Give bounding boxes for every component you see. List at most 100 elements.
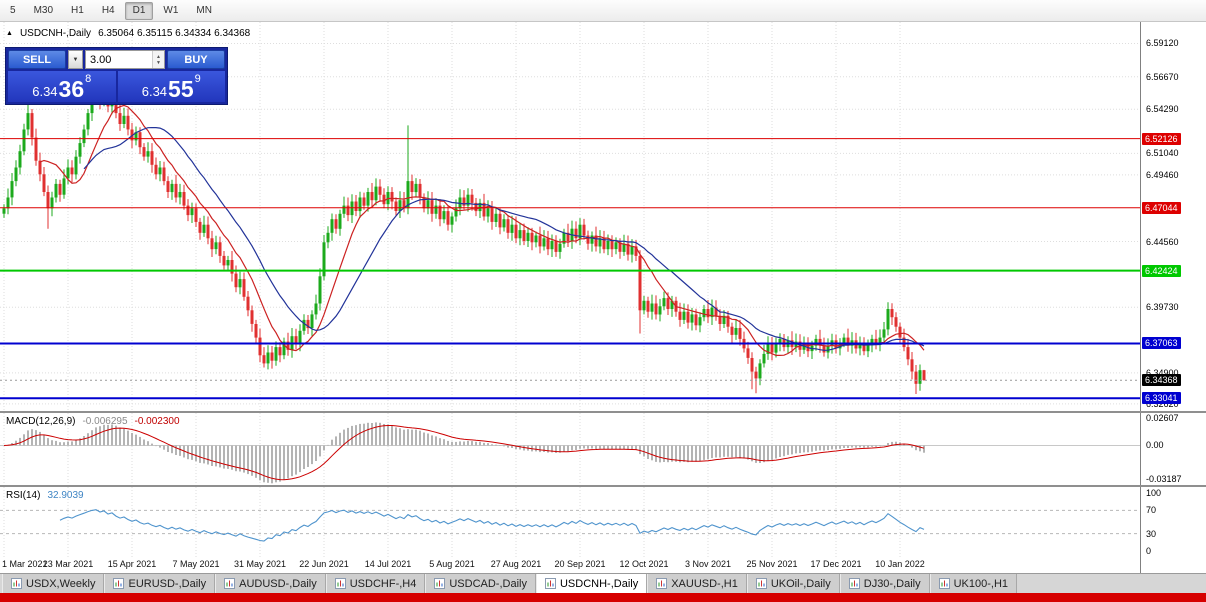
price-tick: 6.39730 bbox=[1146, 302, 1179, 313]
time-label: 14 Jul 2021 bbox=[364, 559, 412, 569]
rsi-label: RSI(14) 32.9039 bbox=[6, 490, 84, 501]
spin-up-icon[interactable]: ▲ bbox=[156, 53, 161, 60]
time-label: 27 Aug 2021 bbox=[490, 559, 542, 569]
chart-icon bbox=[334, 578, 346, 589]
macd-signal-value: -0.002300 bbox=[134, 416, 180, 427]
price-tick: 6.54290 bbox=[1146, 104, 1179, 115]
chart-icon bbox=[11, 578, 22, 589]
timeframe-button-mn[interactable]: MN bbox=[196, 4, 212, 16]
chart-icon bbox=[848, 578, 860, 589]
macd-tick: 0.00 bbox=[1146, 440, 1164, 451]
volume-spinner[interactable]: ▲ ▼ bbox=[152, 51, 164, 68]
macd-axis[interactable]: 0.02607 0.00 -0.03187 bbox=[1140, 413, 1206, 485]
chart-tab-label: UK100-,H1 bbox=[953, 577, 1009, 590]
timeframe-button-h1[interactable]: H1 bbox=[71, 4, 84, 16]
chart-tab-eurusd-daily[interactable]: EURUSD-,Daily bbox=[104, 574, 216, 593]
time-label: 12 Oct 2021 bbox=[619, 559, 669, 569]
chart-tab-label: USDCAD-,Daily bbox=[449, 577, 527, 590]
price-level-badge: 6.47044 bbox=[1142, 201, 1181, 214]
price-axis[interactable]: 6.59120 6.56670 6.54290 6.51040 6.49460 6.445… bbox=[1140, 22, 1206, 411]
price-tick: 6.51040 bbox=[1146, 148, 1179, 159]
panel-splitter[interactable] bbox=[0, 411, 1206, 413]
bid-price-badge: 6.34368 bbox=[1142, 374, 1181, 387]
time-label: 22 Jun 2021 bbox=[299, 559, 349, 569]
chart-tab-label: DJ30-,Daily bbox=[863, 577, 921, 590]
price-level-badge: 6.52126 bbox=[1142, 132, 1181, 145]
time-label: 10 Jan 2022 bbox=[875, 559, 925, 569]
price-tick: 6.59120 bbox=[1146, 38, 1179, 49]
chart-icon: ▲ bbox=[6, 30, 13, 37]
time-label: 31 May 2021 bbox=[233, 559, 287, 569]
chart-tab-uk100-h1[interactable]: UK100-,H1 bbox=[929, 574, 1018, 593]
chart-icon bbox=[544, 578, 556, 589]
chart-tab-bar: USDX,Weekly EURUSD-,Daily AUDUSD-,Daily USD… bbox=[0, 573, 1206, 593]
time-label: 17 Dec 2021 bbox=[810, 559, 862, 569]
volume-input[interactable] bbox=[86, 51, 152, 68]
chart-tab-ukoil-daily[interactable]: UKOil-,Daily bbox=[746, 574, 840, 593]
chart-icon bbox=[938, 578, 950, 589]
chart-tab-label: UKOil-,Daily bbox=[770, 577, 831, 590]
rsi-tick: 30 bbox=[1146, 528, 1157, 539]
rsi-svg bbox=[0, 487, 1140, 557]
chart-tab-label: USDX,Weekly bbox=[26, 577, 96, 590]
rsi-panel[interactable]: RSI(14) 32.9039 bbox=[0, 487, 1140, 557]
chart-tab-label: XAUUSD-,H1 bbox=[671, 577, 738, 590]
sell-button[interactable]: SELL bbox=[8, 50, 66, 69]
chart-ohlc-label: ▲ USDCNH-,Daily 6.35064 6.35115 6.34334 … bbox=[6, 28, 250, 39]
chart-icon bbox=[755, 578, 767, 589]
main-chart-svg bbox=[0, 22, 1140, 411]
panel-splitter[interactable] bbox=[0, 485, 1206, 487]
chart-tab-audusd-daily[interactable]: AUDUSD-,Daily bbox=[215, 574, 326, 593]
timeframe-button-w1[interactable]: W1 bbox=[163, 4, 179, 16]
macd-tick: 0.02607 bbox=[1146, 413, 1179, 423]
buy-button[interactable]: BUY bbox=[167, 50, 225, 69]
price-tick: 6.56670 bbox=[1146, 71, 1179, 82]
price-level-badge: 6.33041 bbox=[1142, 392, 1181, 405]
price-tick: 6.49460 bbox=[1146, 169, 1179, 180]
main-chart[interactable]: ▲ USDCNH-,Daily 6.35064 6.35115 6.34334 … bbox=[0, 22, 1140, 411]
macd-main-value: -0.006295 bbox=[82, 416, 128, 427]
volume-dropdown-button[interactable]: ▼ bbox=[68, 50, 83, 69]
chart-tab-label: EURUSD-,Daily bbox=[128, 577, 207, 590]
chart-tab-usdchf-h4[interactable]: USDCHF-,H4 bbox=[325, 574, 426, 593]
chart-tab-label: USDCHF-,H4 bbox=[349, 577, 417, 590]
symbol-period-label: USDCNH-,Daily bbox=[19, 28, 92, 39]
time-axis[interactable]: 1 Mar 2021 23 Mar 2021 15 Apr 2021 7 May 20… bbox=[0, 557, 1140, 573]
time-label: 25 Nov 2021 bbox=[746, 559, 798, 569]
chart-tab-label: AUDUSD-,Daily bbox=[239, 577, 317, 590]
macd-tick: -0.03187 bbox=[1146, 474, 1182, 484]
chart-tab-dj30-daily[interactable]: DJ30-,Daily bbox=[839, 574, 930, 593]
time-label: 3 Nov 2021 bbox=[684, 559, 732, 569]
axis-corner bbox=[1140, 557, 1206, 573]
bottom-red-bar bbox=[0, 593, 1206, 602]
chart-tab-xauusd-h1[interactable]: XAUUSD-,H1 bbox=[647, 574, 747, 593]
spin-down-icon[interactable]: ▼ bbox=[156, 59, 161, 66]
time-label: 15 Apr 2021 bbox=[107, 559, 157, 569]
toolbar-timeframes: 5 M30 H1 H4 D1 W1 MN bbox=[0, 0, 1206, 22]
macd-label: MACD(12,26,9) -0.006295 -0.002300 bbox=[6, 416, 180, 427]
sell-price-display[interactable]: 6.34 36 8 bbox=[8, 71, 116, 102]
chart-icon bbox=[434, 578, 446, 589]
timeframe-button-5[interactable]: 5 bbox=[10, 4, 16, 16]
time-label: 1 Mar 2021 bbox=[2, 559, 48, 569]
chart-tab-usdcad-daily[interactable]: USDCAD-,Daily bbox=[425, 574, 536, 593]
time-label: 5 Aug 2021 bbox=[429, 559, 475, 569]
macd-panel[interactable]: MACD(12,26,9) -0.006295 -0.002300 bbox=[0, 413, 1140, 485]
timeframe-button-h4[interactable]: H4 bbox=[101, 4, 115, 16]
one-click-trading-panel: SELL ▼ ▲ ▼ BUY 6.34368 bbox=[5, 47, 228, 105]
time-label: 23 Mar 2021 bbox=[42, 559, 94, 569]
time-label: 7 May 2021 bbox=[172, 559, 220, 569]
timeframe-button-d1[interactable]: D1 bbox=[124, 1, 154, 20]
chart-icon bbox=[224, 578, 236, 589]
rsi-axis[interactable]: 100 70 30 0 bbox=[1140, 487, 1206, 557]
price-tick: 6.44560 bbox=[1146, 236, 1179, 247]
chart-tab-usdcnh-daily[interactable]: USDCNH-,Daily bbox=[535, 574, 648, 593]
buy-price-display[interactable]: 6.34 55 9 bbox=[117, 71, 225, 102]
chart-tab-usdx-weekly[interactable]: USDX,Weekly bbox=[2, 574, 105, 593]
price-level-badge: 6.37063 bbox=[1142, 337, 1181, 350]
timeframe-button-m30[interactable]: M30 bbox=[33, 4, 54, 16]
time-label: 20 Sep 2021 bbox=[554, 559, 606, 569]
chart-icon bbox=[656, 578, 668, 589]
ohlc-values: 6.35064 6.35115 6.34334 6.34368 bbox=[98, 28, 251, 39]
